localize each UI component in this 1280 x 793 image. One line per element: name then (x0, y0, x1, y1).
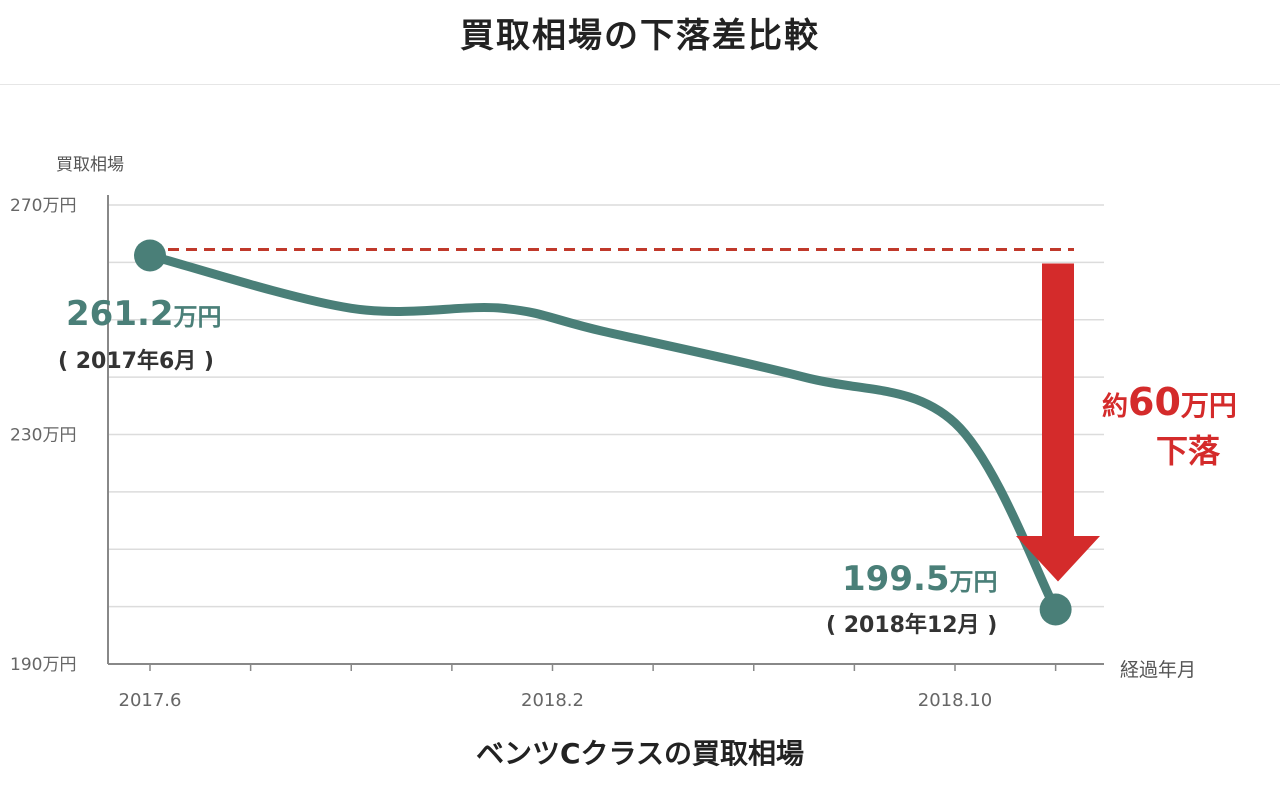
end-value-label: 199.5万円 (842, 559, 998, 599)
drop-word-label: 下落 (1156, 432, 1221, 470)
series-line (145, 250, 1061, 614)
y-tick-label: 270万円 (10, 196, 76, 216)
drop-arrow (1016, 263, 1100, 582)
x-tick-label: 2017.6 (119, 690, 182, 711)
drop-amount-label: 約60万円 (1102, 380, 1237, 424)
x-tick-label: 2018.2 (521, 690, 584, 711)
start-date-label: ( 2017年6月 ) (58, 348, 214, 374)
chart-title: 買取相場の下落差比較 (460, 16, 820, 56)
end-date-label: ( 2018年12月 ) (826, 612, 997, 638)
chart-caption: ベンツCクラスの買取相場 (476, 737, 804, 770)
grid-lines (108, 204, 1104, 608)
y-axis-label: 買取相場 (56, 155, 124, 175)
axes (107, 195, 1104, 665)
start-value-label: 261.2万円 (66, 294, 222, 334)
y-tick-label: 190万円 (10, 655, 76, 675)
x-axis-label: 経過年月 (1120, 659, 1196, 681)
start-point (134, 239, 166, 272)
x-ticks: 2017.6 2018.2 2018.10 (119, 664, 1057, 711)
y-tick-labels: 270万円 230万円 190万円 (10, 196, 76, 675)
x-tick-label: 2018.10 (918, 690, 992, 711)
title-divider (0, 84, 1280, 85)
end-point (1039, 593, 1072, 626)
y-tick-label: 230万円 (10, 426, 76, 446)
